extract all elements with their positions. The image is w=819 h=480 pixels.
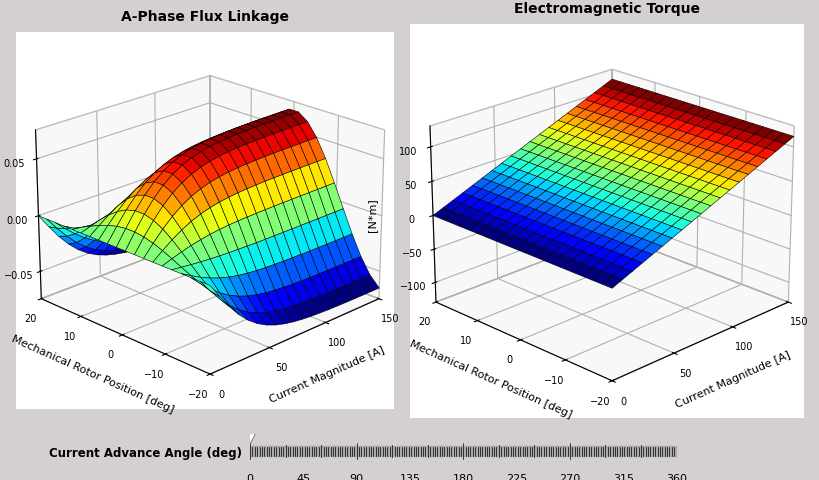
X-axis label: Current Magnitude [A]: Current Magnitude [A] <box>673 350 791 410</box>
Y-axis label: Mechanical Rotor Position [deg]: Mechanical Rotor Position [deg] <box>10 334 175 415</box>
Text: Current Advance Angle (deg): Current Advance Angle (deg) <box>49 447 242 460</box>
X-axis label: Current Magnitude [A]: Current Magnitude [A] <box>268 345 386 405</box>
Y-axis label: Mechanical Rotor Position [deg]: Mechanical Rotor Position [deg] <box>408 339 573 420</box>
Title: A-Phase Flux Linkage: A-Phase Flux Linkage <box>121 10 288 24</box>
Title: Electromagnetic Torque: Electromagnetic Torque <box>514 2 699 16</box>
